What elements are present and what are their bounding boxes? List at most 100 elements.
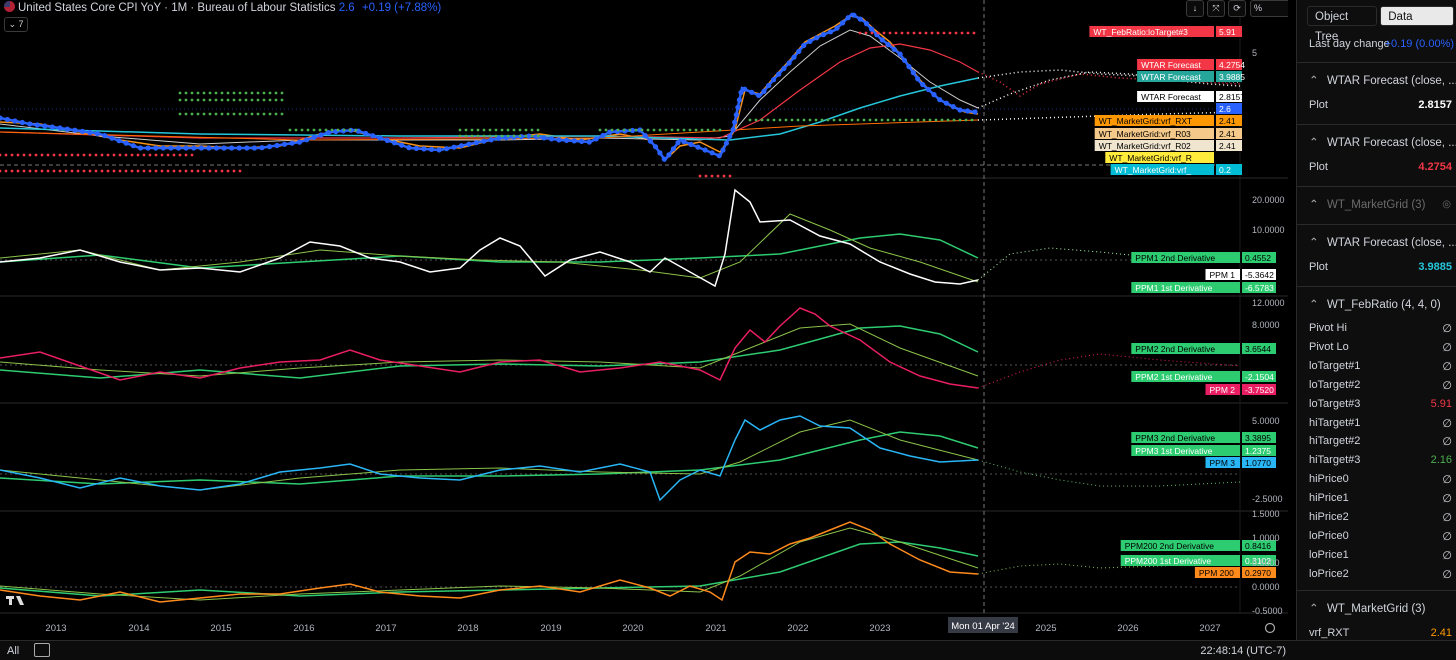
grid-dot [214,91,218,95]
cpi-point [377,135,383,141]
ppm3-green-1st [0,419,979,491]
data-row-value: ∅ [1442,568,1452,581]
chevron-up-icon[interactable]: ⌃ [1309,75,1319,87]
grid-dot [100,169,104,173]
cpi-point [766,82,772,89]
data-row: loPrice1 ∅ [1309,549,1454,562]
grid-dot [238,112,242,116]
grid-dot [250,112,254,116]
cpi-point [709,150,715,156]
grid-dot [464,128,468,132]
refresh-icon[interactable]: ⟳ [1228,0,1246,17]
cpi-point [845,15,851,21]
clock-time[interactable]: 22:48:14 (UTC-7) [1200,645,1286,657]
grid-dot [500,134,504,138]
tradingview-logo[interactable] [6,596,24,605]
cpi-point [72,127,78,133]
data-row-label: Plot [1309,161,1328,173]
data-row: hiTarget#2 ∅ [1309,435,1454,448]
cpi-point [79,128,85,134]
data-row-label: hiTarget#1 [1309,416,1361,429]
time-tick-label: 2023 [869,623,890,634]
range-all-button[interactable]: All [7,645,20,657]
grid-dot [518,134,522,138]
grid-dot [530,134,534,138]
section-header[interactable]: ⌃ WTAR Forecast (close, ... [1309,235,1456,249]
chevron-up-icon[interactable]: ⌃ [1309,199,1319,211]
chevron-up-icon[interactable]: ⌃ [1309,137,1319,149]
indicators-collapse-button[interactable]: ⌄ 7 [4,17,28,32]
cpi-point [869,26,875,32]
grid-dot [196,91,200,95]
grid-dot [722,174,726,178]
grid-dot [94,169,98,173]
cpi-point [738,89,744,96]
pane3-series [0,415,1241,502]
section-header[interactable]: ⌃ WT_MarketGrid (3) [1309,601,1425,615]
cpi-point [702,147,708,153]
calendar-icon[interactable] [34,643,50,657]
grid-dot [704,174,708,178]
cpi-point [964,108,971,114]
cpi-point [109,135,115,141]
grid-dot [274,98,278,102]
symbol-title[interactable]: United States Core CPI YoY · 1M · Bureau… [18,2,336,14]
grid-dot [184,169,188,173]
tab-object-tree[interactable]: Object Tree [1307,6,1378,43]
last-day-value: +0.19 (0.00%) [1384,38,1454,50]
cpi-point [863,21,870,27]
grid-dot [892,118,896,122]
chevron-up-icon[interactable]: ⌃ [1309,299,1319,311]
section-header[interactable]: ⌃ WT_MarketGrid (3) [1309,197,1425,211]
grid-dot [184,98,188,102]
grid-dot [832,118,836,122]
chevron-up-icon[interactable]: ⌃ [1309,603,1319,615]
grid-dot [268,112,272,116]
grid-dot [112,169,116,173]
grid-dot [166,169,170,173]
grid-dot [220,98,224,102]
cpi-point [541,135,547,141]
section-header[interactable]: ⌃ WT_FebRatio (4, 4, 0) [1309,297,1441,311]
grid-dot [34,169,38,173]
cpi-point [137,145,144,151]
cpi-point [251,145,257,151]
grid-dot [274,112,278,116]
label-value: 1.2375 [1245,446,1271,456]
scroll-down-icon[interactable]: ↓ [1186,0,1204,17]
grid-dot [318,128,322,132]
fullscreen-icon[interactable]: ⤧ [1207,0,1225,17]
chart-canvas[interactable]: WT_FebRatio:loTarget#3 5.91 WTAR Forecast 4… [0,0,1288,640]
grid-dot [900,31,904,35]
label-text: PPM200 2nd Derivative [1125,541,1215,551]
grid-dot [458,134,462,138]
cpi-point [695,144,701,150]
grid-dot [208,169,212,173]
chart-area[interactable]: WT_FebRatio:loTarget#3 5.91 WTAR Forecast 4… [0,0,1288,640]
ppm2-green-2nd [0,325,979,379]
cpi-point [481,138,487,144]
cpi-point [496,135,502,141]
percent-scale-button[interactable]: % [1250,0,1288,17]
cpi-point [730,127,736,133]
data-row: loTarget#2 ∅ [1309,379,1454,392]
tab-data-window[interactable]: Data Wind... [1380,6,1454,43]
chevron-up-icon[interactable]: ⌃ [1309,237,1319,249]
label-text: PPM1 2nd Derivative [1135,253,1215,263]
grid-dot [202,91,206,95]
time-axis[interactable]: 2013 2014 2015 2016 2017 2018 2019 2020 2021 2022… [45,617,1221,634]
data-row-label: loPrice2 [1309,567,1349,580]
hidden-eye-icon[interactable]: ◎ [1442,199,1451,210]
grid-dot [178,91,182,95]
time-tick-label: 2013 [45,623,66,634]
time-tick-label: 2017 [375,623,396,634]
settings-gear-icon[interactable] [1264,622,1276,634]
section-header[interactable]: ⌃ WTAR Forecast (close, ... [1309,73,1456,87]
label-bg [1110,164,1214,175]
section-header[interactable]: ⌃ WTAR Forecast (close, ... [1309,135,1456,149]
grid-dot [124,169,128,173]
cpi-point [820,31,827,38]
grid-dot [748,118,752,122]
grid-dot [118,153,122,157]
wtar-white-line [0,29,979,145]
